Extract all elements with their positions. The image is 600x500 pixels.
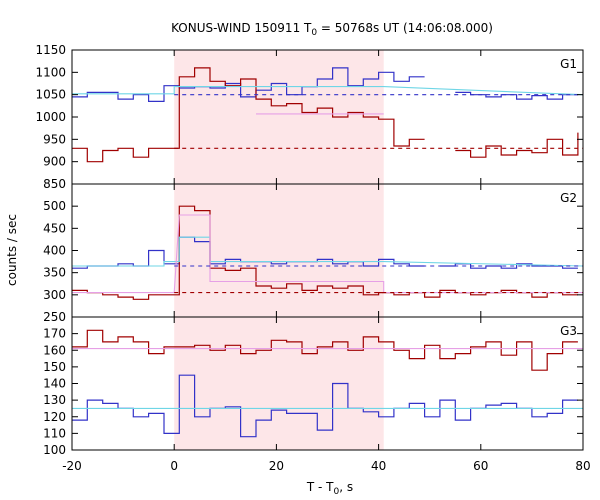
x-tick-label: -20 bbox=[62, 459, 82, 473]
x-tick-label: 80 bbox=[575, 459, 590, 473]
y-tick-label: 140 bbox=[43, 377, 66, 391]
x-axis-label: T - T0, s bbox=[306, 480, 353, 497]
y-tick-label: 1050 bbox=[35, 88, 66, 102]
series-blue-step bbox=[72, 374, 578, 438]
plot-area: 8509009501000105011001150G12503003504004… bbox=[35, 43, 590, 473]
y-tick-label: 400 bbox=[43, 244, 66, 258]
y-tick-label: 450 bbox=[43, 221, 66, 235]
panel-g3: 100 110 120 130 140 150 160 170 G3 bbox=[43, 316, 584, 457]
x-axis-label-subscript: 0 bbox=[334, 487, 340, 497]
y-tick-label: 100 bbox=[43, 443, 66, 457]
panel-label: G3 bbox=[560, 324, 577, 338]
y-tick-label: 850 bbox=[43, 177, 66, 191]
panel-series-group bbox=[72, 329, 583, 438]
y-tick-label: 1100 bbox=[35, 65, 66, 79]
x-tick-label: 60 bbox=[473, 459, 488, 473]
y-tick-label: 950 bbox=[43, 132, 66, 146]
series-red-step bbox=[72, 329, 578, 371]
x-axis-label-prefix: T - T bbox=[306, 480, 334, 494]
y-tick-label: 300 bbox=[43, 288, 66, 302]
series-red-step bbox=[72, 67, 579, 163]
series-fit_cyan-line bbox=[72, 86, 583, 96]
panel-series-group bbox=[72, 205, 583, 300]
panel-series-group bbox=[72, 67, 583, 163]
y-tick-label: 130 bbox=[43, 393, 66, 407]
panel-g1: 850 900 950 1000 1050 1100 1150 G1 bbox=[35, 43, 584, 191]
y-tick-label: 110 bbox=[43, 426, 66, 440]
y-tick-label: 160 bbox=[43, 343, 66, 357]
chart-title-prefix: KONUS-WIND 150911 T bbox=[171, 21, 312, 35]
panel-label: G1 bbox=[560, 57, 577, 71]
x-axis-label-suffix: , s bbox=[339, 480, 353, 494]
panel-label: G2 bbox=[560, 191, 577, 205]
chart-title: KONUS-WIND 150911 T0 = 50768s UT (14:06:… bbox=[171, 21, 493, 38]
x-tick-label: 0 bbox=[170, 459, 178, 473]
y-tick-label: 500 bbox=[43, 199, 66, 213]
panel-frame bbox=[71, 316, 584, 451]
x-tick-label: 40 bbox=[371, 459, 386, 473]
y-tick-label: 250 bbox=[43, 310, 66, 324]
y-tick-label: 900 bbox=[43, 155, 66, 169]
y-tick-label: 1000 bbox=[35, 110, 66, 124]
chart-title-suffix: = 50768s UT (14:06:08.000) bbox=[317, 21, 493, 35]
y-tick-label: 1150 bbox=[35, 43, 66, 57]
y-axis-label: counts / sec bbox=[5, 214, 19, 286]
shaded-interval bbox=[174, 50, 384, 450]
y-tick-label: 120 bbox=[43, 410, 66, 424]
series-fit_pink-line bbox=[72, 214, 583, 294]
y-tick-label: 170 bbox=[43, 327, 66, 341]
chart-title-subscript: 0 bbox=[311, 28, 317, 38]
y-tick-label: 150 bbox=[43, 360, 66, 374]
series-fit_cyan-line bbox=[72, 236, 583, 267]
y-tick-label: 350 bbox=[43, 266, 66, 280]
x-tick-label: 20 bbox=[269, 459, 284, 473]
